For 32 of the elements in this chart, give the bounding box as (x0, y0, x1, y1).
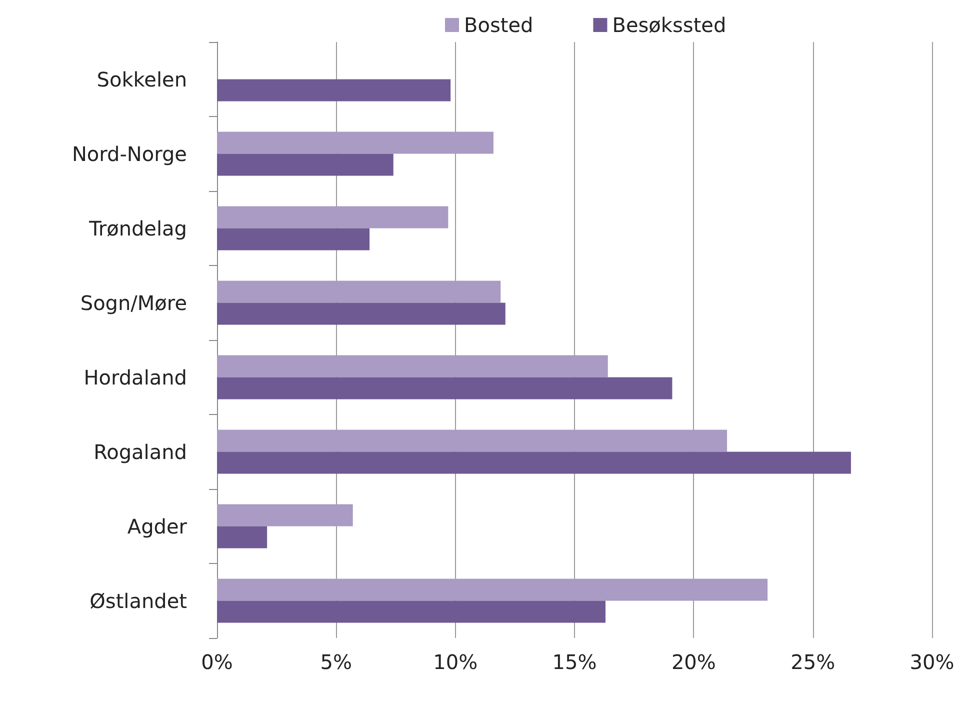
bar (217, 355, 608, 378)
bar (217, 526, 268, 548)
y-tick-label: Sogn/Møre (80, 290, 187, 315)
legend-label: Besøkssted (612, 13, 726, 37)
y-tick-label: Trøndelag (88, 216, 187, 240)
y-tick-label: Sokkelen (96, 67, 187, 92)
x-tick-label: 15% (552, 650, 597, 674)
x-tick-label: 10% (433, 650, 478, 674)
bar (217, 430, 728, 452)
bar (217, 154, 394, 176)
bar (217, 377, 672, 400)
bar (217, 132, 494, 154)
bar (217, 302, 506, 325)
bar (217, 228, 370, 250)
bar (217, 280, 501, 303)
x-tick-label: 0% (201, 650, 233, 674)
y-tick-label: Østlandet (90, 588, 188, 613)
x-tick-label: 5% (320, 650, 352, 674)
y-tick-label: Agder (127, 514, 188, 538)
x-tick-label: 25% (790, 650, 836, 674)
bar (217, 578, 768, 601)
legend-label: Bosted (464, 13, 534, 37)
bar (217, 452, 851, 474)
y-tick-label: Hordaland (84, 365, 187, 390)
y-tick-label: Rogaland (94, 440, 187, 464)
x-tick-label: 30% (910, 650, 954, 674)
y-tick-label: Nord-Norge (72, 142, 187, 166)
bar (217, 504, 353, 526)
bar (217, 206, 448, 228)
bar (217, 600, 606, 623)
x-tick-label: 20% (671, 650, 716, 674)
bar (217, 79, 451, 102)
